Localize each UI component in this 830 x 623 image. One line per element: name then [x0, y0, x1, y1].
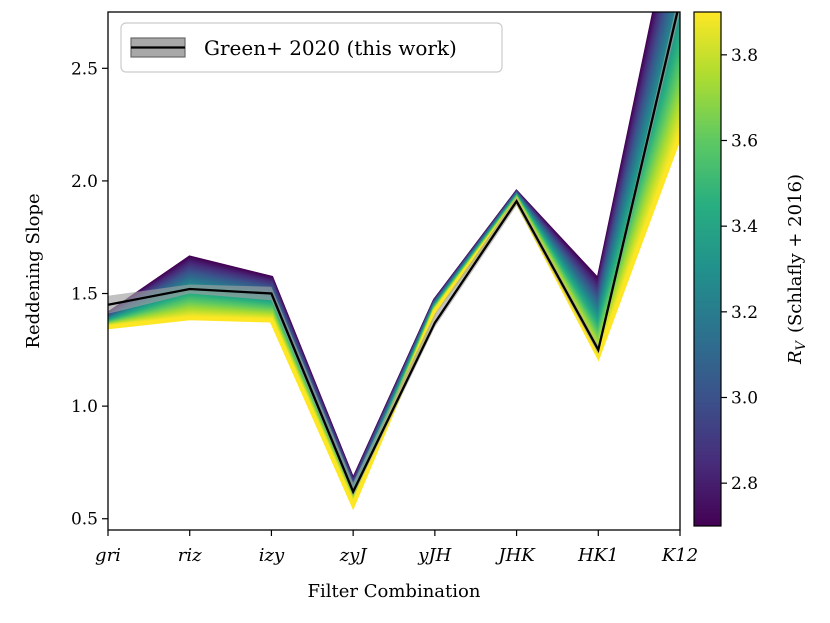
series-layer	[108, 12, 680, 497]
colorbar-label: RV (Schlafly + 2016)	[785, 174, 809, 365]
legend: Green+ 2020 (this work)	[120, 22, 503, 73]
rv-fan-line	[108, 15, 680, 499]
rv-fan-line	[108, 12, 673, 495]
x-axis-label: Filter Combination	[308, 581, 481, 602]
rv-fan-line	[108, 12, 671, 493]
rv-fan-line	[108, 12, 680, 498]
colorbar-label-rest: (Schlafly + 2016)	[785, 174, 806, 333]
x-tick-label: K12	[661, 545, 698, 566]
rv-fan-line	[108, 12, 680, 498]
colorbar-label-subscript: V	[794, 339, 809, 350]
rv-fan-line	[108, 12, 679, 497]
rv-fan-line	[108, 12, 672, 494]
plot-area	[107, 11, 681, 531]
plot-frame	[107, 11, 681, 531]
x-tick-label: riz	[178, 545, 202, 566]
x-tick-label: gri	[95, 545, 121, 566]
colorbar-tick-label: 3.8	[731, 46, 758, 66]
rv-fan-line	[108, 12, 669, 493]
x-tick-label: izy	[259, 545, 285, 566]
colorbar-tick-label: 2.8	[731, 474, 758, 494]
legend-box	[120, 22, 503, 73]
y-axis: 0.5 1.0 1.5 2.0 2.5	[71, 59, 108, 530]
x-tick-label: zyJ	[339, 545, 369, 566]
y-axis-label: Reddening Slope	[23, 193, 44, 348]
rv-fan-line	[108, 12, 680, 498]
colorbar-tick-label: 3.2	[731, 303, 758, 323]
colorbar-tick-label: 3.4	[731, 217, 758, 237]
colorbar-label-symbol: R	[785, 350, 806, 365]
rv-fan-line	[108, 12, 676, 496]
colorbar-ticks: 2.8 3.0 3.2 3.4 3.6 3.8	[721, 46, 758, 494]
series-uncertainty-band	[108, 12, 680, 497]
x-tick-label: yJH	[417, 545, 451, 566]
x-tick-label: HK1	[577, 545, 619, 566]
x-tick-label: JHK	[494, 545, 536, 566]
y-tick-label: 1.5	[71, 285, 98, 305]
rv-fan-line	[108, 12, 677, 496]
colorbar: 2.8 3.0 3.2 3.4 3.6 3.8 RV (Schlafly + 2016)	[693, 11, 809, 527]
rv-fan-line	[108, 12, 674, 495]
colorbar-tick-label: 3.6	[731, 132, 758, 152]
rv-fan-line	[108, 12, 670, 493]
rv-fan-line	[108, 12, 672, 494]
rv-fan-line	[108, 12, 675, 496]
rv-fan-lines	[108, 12, 680, 511]
rv-fan-line	[108, 12, 668, 492]
colorbar-gradient	[693, 11, 722, 527]
y-tick-label: 0.5	[71, 510, 98, 530]
rv-fan-line	[108, 12, 678, 497]
colorbar-tick-label: 3.0	[731, 389, 758, 409]
series-line	[108, 12, 679, 495]
y-tick-label: 2.0	[71, 172, 98, 192]
legend-entry-label: Green+ 2020 (this work)	[204, 36, 457, 60]
x-axis: gri riz izy zyJ yJH JHK HK1 K12	[95, 530, 698, 566]
y-tick-label: 2.5	[71, 59, 98, 79]
y-tick-label: 1.0	[71, 397, 98, 417]
